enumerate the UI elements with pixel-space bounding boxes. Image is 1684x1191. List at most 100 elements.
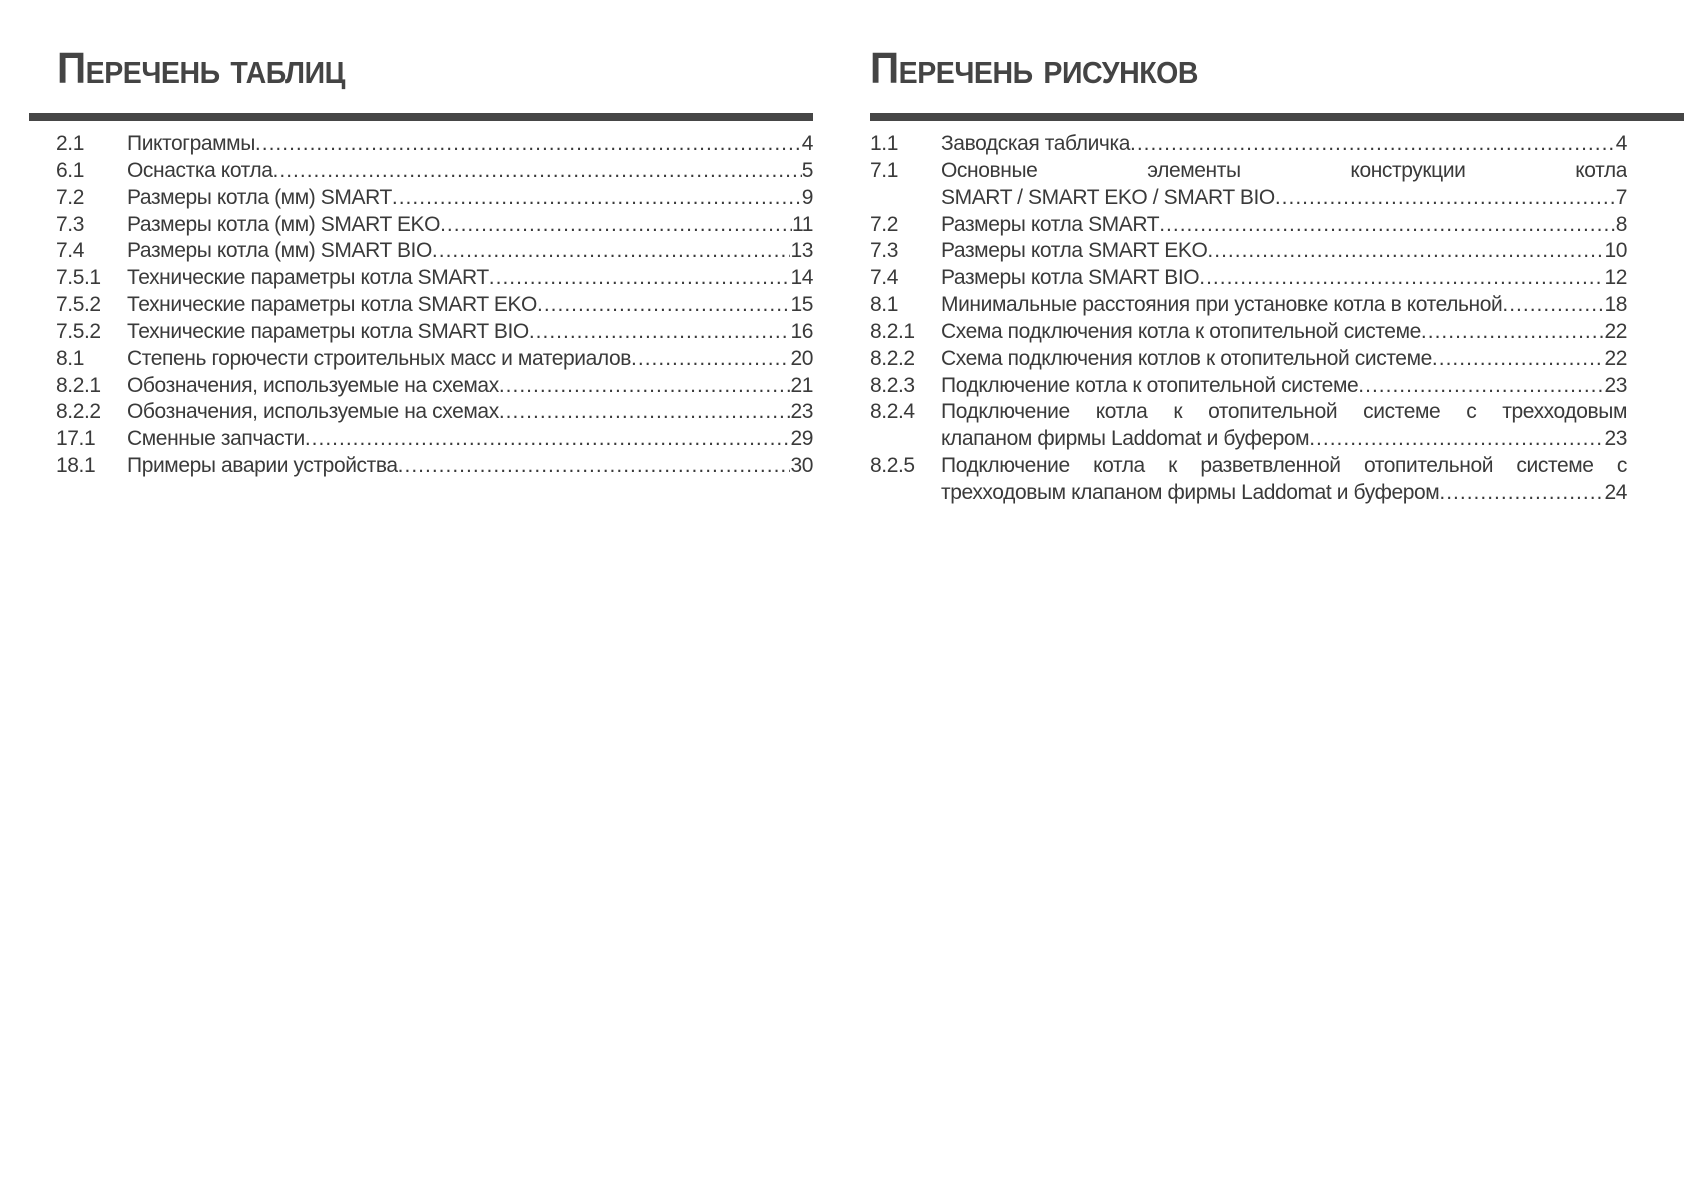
page-number: 8 — [1615, 212, 1628, 236]
toc-entry[interactable]: 2.1 Пиктограммы 4 — [56, 131, 813, 158]
entry-number: 7.1 — [870, 158, 898, 182]
page-number: 23 — [790, 400, 813, 424]
entry-title-line: Подключение котла к разветвленной отопит… — [941, 454, 1627, 478]
toc-entry[interactable]: 8.2.1 Обозначения, используемые на схемах… — [56, 373, 813, 400]
leader-dots — [1199, 265, 1604, 292]
entry-title: Размеры котла (мм) SMART BIO — [127, 239, 432, 263]
toc-entry[interactable]: 7.4 Размеры котла SMART BIO 12 — [870, 265, 1627, 292]
entry-number: 2.1 — [56, 132, 84, 155]
leader-dots — [499, 399, 791, 426]
toc-entry[interactable]: 6.1 Оснастка котла 5 — [56, 158, 813, 185]
entry-title: Минимальные расстояния при установке кот… — [941, 293, 1503, 317]
entry-number: 8.2.4 — [870, 400, 915, 424]
toc-entry[interactable]: 7.5.2 Технические параметры котла SMART E… — [56, 292, 813, 319]
leader-dots — [1130, 131, 1616, 158]
toc-entry[interactable]: 8.1 Степень горючести строительных масс и… — [56, 346, 813, 373]
toc-entry[interactable]: 7.3 Размеры котла SMART EKO 10 — [870, 238, 1627, 265]
leader-dots — [631, 346, 790, 373]
leader-dots — [1309, 426, 1604, 453]
entry-title: Примеры аварии устройства — [127, 454, 398, 478]
page-number: 11 — [792, 212, 813, 236]
toc-entry[interactable]: 18.1 Примеры аварии устройства 30 — [56, 453, 813, 480]
page-number: 22 — [1604, 346, 1627, 370]
figures-list: 1.1 Заводская табличка 4 7.1 Основные элемен… — [870, 131, 1627, 507]
entry-title: Технические параметры котла SMART EKO — [127, 293, 537, 317]
entry-number: 7.4 — [870, 266, 898, 290]
entry-number: 8.2.5 — [870, 454, 915, 478]
entry-title: Схема подключения котлов к отопительной … — [941, 346, 1432, 370]
toc-entry[interactable]: 8.2.2 Схема подключения котлов к отопител… — [870, 346, 1627, 373]
leader-dots — [432, 238, 791, 265]
leader-dots — [440, 212, 792, 239]
leader-dots — [1502, 292, 1604, 319]
entry-number: 8.2.1 — [56, 373, 101, 397]
leader-dots — [1358, 373, 1604, 400]
toc-entry[interactable]: 7.2 Размеры котла (мм) SMART 9 — [56, 185, 813, 212]
entry-number: 8.2.2 — [56, 400, 101, 424]
entry-title: Сменные запчасти — [127, 427, 305, 451]
tables-list: 2.1 Пиктограммы 4 6.1 Оснастка котла 5 7.2 Разм… — [56, 131, 813, 480]
entry-number: 1.1 — [870, 132, 898, 155]
toc-entry[interactable]: 7.5.2 Технические параметры котла SMART B… — [56, 319, 813, 346]
entry-title: SMART / SMART EKO / SMART BIO — [941, 185, 1275, 209]
entry-number: 8.2.2 — [870, 346, 915, 370]
toc-entry[interactable]: 7.3 Размеры котла (мм) SMART EKO 11 — [56, 212, 813, 239]
entry-title: Оснастка котла — [127, 158, 273, 182]
page-number: 10 — [1604, 239, 1627, 263]
entry-title: Размеры котла (мм) SMART — [127, 185, 392, 209]
leader-dots — [499, 373, 791, 400]
page-number: 30 — [790, 454, 813, 478]
page-number: 5 — [801, 158, 814, 182]
toc-entry[interactable]: 7.4 Размеры котла (мм) SMART BIO 13 — [56, 238, 813, 265]
leader-dots — [273, 158, 802, 185]
page-number: 21 — [790, 373, 813, 397]
toc-entry[interactable]: 8.2.2 Обозначения, используемые на схемах… — [56, 399, 813, 426]
toc-entry[interactable]: 7.5.1 Технические параметры котла SMART 14 — [56, 265, 813, 292]
page-number: 14 — [790, 266, 813, 290]
page-number: 16 — [790, 319, 813, 343]
toc-entry[interactable]: 8.2.5 Подключение котла к разветвленной о… — [870, 453, 1627, 507]
entry-title: Заводская табличка — [941, 132, 1130, 155]
leader-dots — [489, 265, 791, 292]
entry-number: 17.1 — [56, 427, 96, 451]
leader-dots — [305, 426, 791, 453]
entry-title: Степень горючести строительных масс и ма… — [127, 346, 632, 370]
toc-entry[interactable]: 1.1 Заводская табличка 4 — [870, 131, 1627, 158]
toc-entry[interactable]: 7.2 Размеры котла SMART 8 — [870, 212, 1627, 239]
entry-number: 7.2 — [870, 212, 898, 236]
entry-number: 18.1 — [56, 454, 96, 478]
toc-entry[interactable]: 8.1 Минимальные расстояния при установке … — [870, 292, 1627, 319]
toc-entry[interactable]: 8.2.3 Подключение котла к отопительной си… — [870, 373, 1627, 400]
toc-entry[interactable]: 17.1 Сменные запчасти 29 — [56, 426, 813, 453]
page-number: 4 — [801, 132, 814, 155]
leader-dots — [537, 292, 790, 319]
entry-number: 7.5.1 — [56, 266, 101, 290]
entry-number: 8.1 — [870, 293, 898, 317]
page-number: 29 — [790, 427, 813, 451]
heading-divider — [870, 113, 1684, 121]
page-number: 22 — [1604, 319, 1627, 343]
page-number: 23 — [1604, 373, 1627, 397]
toc-entry[interactable]: 8.2.4 Подключение котла к отопительной си… — [870, 399, 1627, 453]
leader-dots — [1439, 480, 1604, 507]
entry-title-line: Подключение котла к отопительной системе… — [941, 400, 1627, 424]
entry-title: Размеры котла SMART EKO — [941, 239, 1208, 263]
leader-dots — [255, 131, 802, 158]
leader-dots — [392, 185, 802, 212]
entry-number: 8.2.1 — [870, 319, 915, 343]
leader-dots — [529, 319, 791, 346]
entry-title: клапаном фирмы Laddomat и буфером — [941, 427, 1310, 451]
page-number: 18 — [1604, 293, 1627, 317]
entry-number: 7.5.2 — [56, 293, 101, 317]
entry-number: 6.1 — [56, 158, 84, 182]
entry-title: Подключение котла к отопительной системе — [941, 373, 1359, 397]
page-number: 7 — [1615, 185, 1628, 209]
page-number: 12 — [1604, 266, 1627, 290]
toc-entry[interactable]: 8.2.1 Схема подключения котла к отопитель… — [870, 319, 1627, 346]
toc-entry[interactable]: 7.1 Основные элементы конструкции котла SM… — [870, 158, 1627, 212]
page-number: 15 — [790, 293, 813, 317]
entry-title-line: Основные элементы конструкции котла — [941, 158, 1627, 182]
leader-dots — [1159, 212, 1616, 239]
entry-title: Размеры котла SMART — [941, 212, 1160, 236]
entry-title: трехходовым клапаном фирмы Laddomat и бу… — [941, 480, 1440, 504]
